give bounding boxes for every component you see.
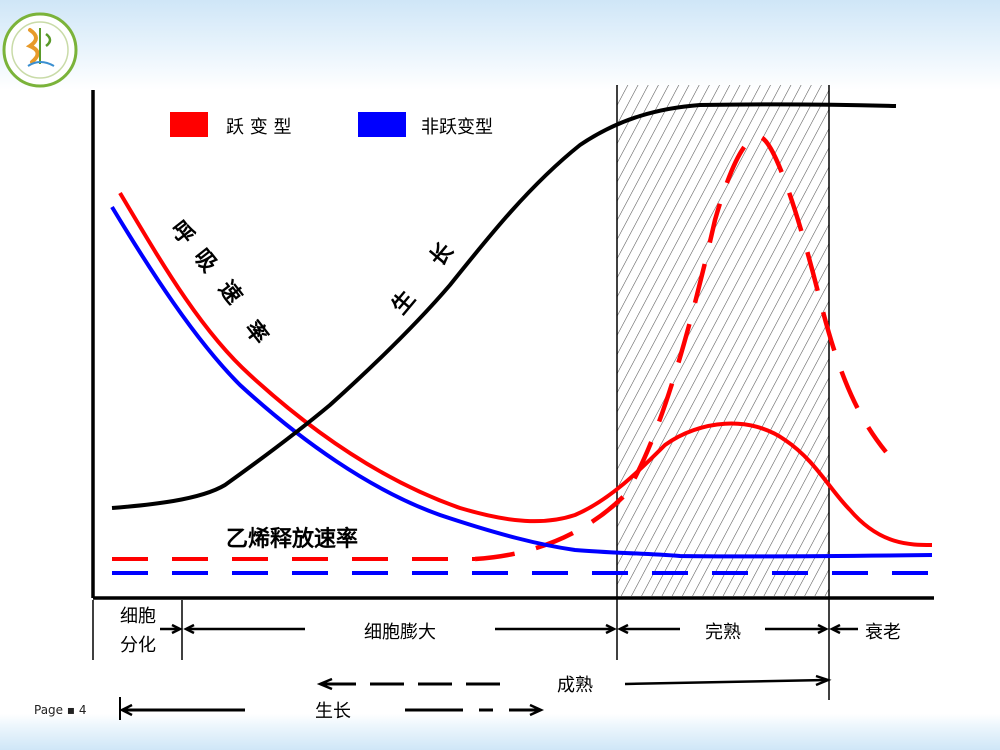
growth-span-label: 生长 bbox=[315, 701, 351, 722]
svg-text:率: 率 bbox=[239, 316, 273, 349]
growth-curve-label: 生 长 bbox=[388, 238, 460, 320]
legend-swatch-climacteric bbox=[170, 112, 208, 137]
stage-differentiation-line2: 分化 bbox=[120, 635, 156, 656]
stage-ripening-label: 完熟 bbox=[705, 622, 741, 643]
svg-text:生: 生 bbox=[388, 286, 421, 319]
page-number: Page ▪ 4 bbox=[34, 703, 87, 717]
footer-gradient-band bbox=[0, 714, 1000, 750]
header-gradient-band bbox=[0, 0, 1000, 90]
ethylene-climacteric-peak bbox=[474, 134, 888, 562]
svg-text:速: 速 bbox=[213, 276, 247, 309]
legend-label-climacteric: 跃 变 型 bbox=[226, 117, 291, 138]
legend-swatch-non-climacteric bbox=[358, 112, 406, 137]
ethylene-label: 乙烯释放速率 bbox=[226, 526, 358, 552]
svg-text:长: 长 bbox=[426, 238, 460, 272]
stage-senescence-label: 衰老 bbox=[865, 622, 901, 643]
stage-arrows bbox=[160, 623, 858, 635]
respiration-climacteric-curve bbox=[118, 191, 933, 547]
svg-text:吸: 吸 bbox=[188, 245, 222, 279]
maturation-label: 成熟 bbox=[557, 675, 593, 696]
university-logo bbox=[2, 12, 78, 88]
respiration-label: 呼 吸 速 率 bbox=[165, 217, 273, 350]
maturation-span-arrows bbox=[316, 674, 832, 691]
respiration-non-climacteric-curve bbox=[110, 205, 933, 559]
stage-expansion-label: 细胞膨大 bbox=[364, 622, 436, 643]
stage-differentiation-line1: 细胞 bbox=[120, 606, 156, 627]
growth-curve bbox=[111, 102, 897, 510]
legend-label-non-climacteric: 非跃变型 bbox=[421, 117, 493, 138]
svg-text:呼: 呼 bbox=[165, 217, 198, 250]
growth-span-arrows bbox=[119, 697, 545, 720]
ripening-hatched-region bbox=[617, 85, 829, 596]
